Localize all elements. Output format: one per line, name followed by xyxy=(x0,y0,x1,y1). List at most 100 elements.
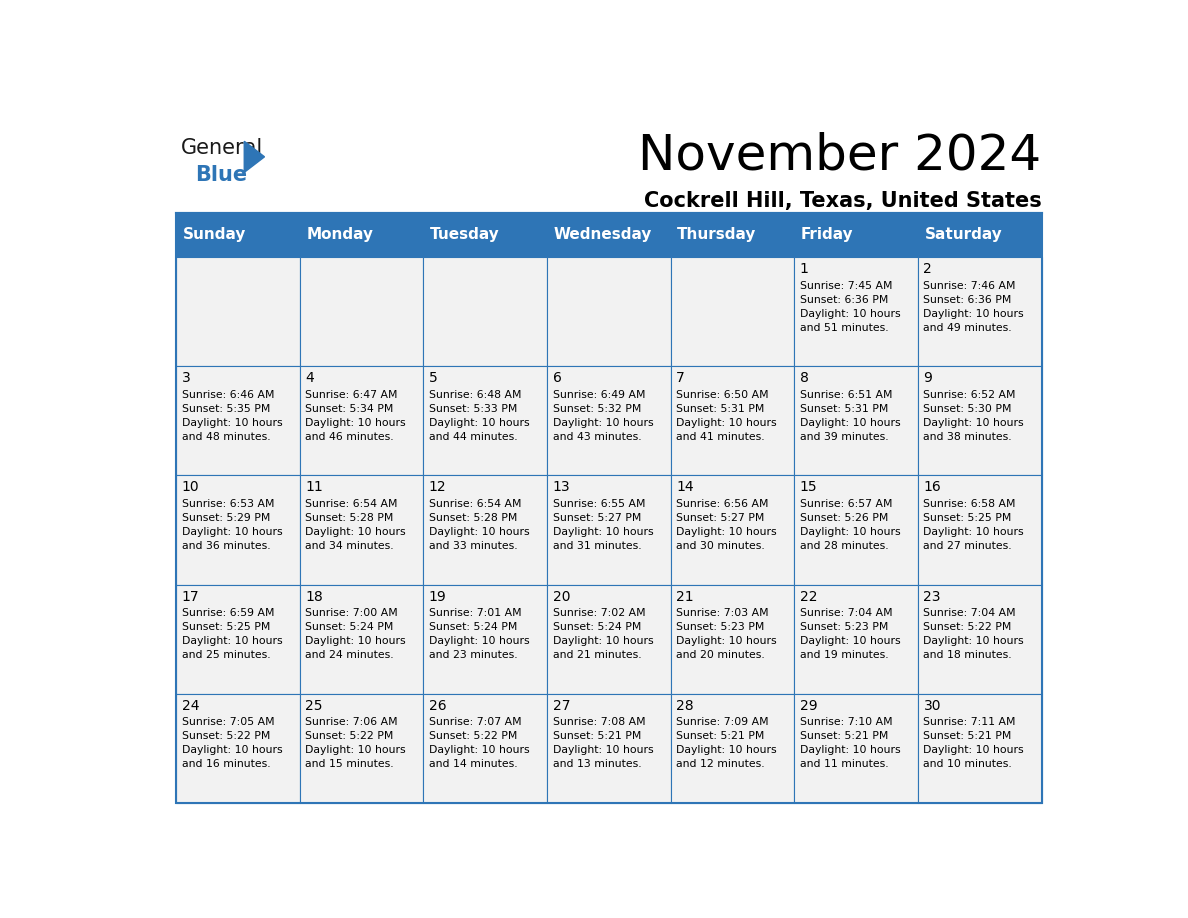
Bar xyxy=(299,366,423,476)
Text: Daylight: 10 hours: Daylight: 10 hours xyxy=(429,745,530,756)
Text: Sunset: 5:23 PM: Sunset: 5:23 PM xyxy=(800,622,889,633)
Text: and 41 minutes.: and 41 minutes. xyxy=(676,432,765,442)
Text: 24: 24 xyxy=(182,699,200,712)
Text: Sunset: 5:24 PM: Sunset: 5:24 PM xyxy=(552,622,642,633)
Text: 17: 17 xyxy=(182,589,200,603)
Text: and 21 minutes.: and 21 minutes. xyxy=(552,650,642,660)
Text: Sunset: 5:30 PM: Sunset: 5:30 PM xyxy=(923,404,1012,414)
Text: Wednesday: Wednesday xyxy=(554,228,652,242)
Text: Sunset: 6:36 PM: Sunset: 6:36 PM xyxy=(923,295,1012,305)
Text: 15: 15 xyxy=(800,480,817,495)
Text: Sunset: 5:27 PM: Sunset: 5:27 PM xyxy=(552,513,642,523)
Text: Sunrise: 7:02 AM: Sunrise: 7:02 AM xyxy=(552,608,645,618)
Text: Sunset: 5:27 PM: Sunset: 5:27 PM xyxy=(676,513,765,523)
Text: Sunset: 5:22 PM: Sunset: 5:22 PM xyxy=(429,732,517,741)
Bar xyxy=(299,694,423,803)
Text: and 28 minutes.: and 28 minutes. xyxy=(800,542,889,551)
Text: Daylight: 10 hours: Daylight: 10 hours xyxy=(923,745,1024,756)
Text: Sunrise: 7:00 AM: Sunrise: 7:00 AM xyxy=(305,608,398,618)
Text: Daylight: 10 hours: Daylight: 10 hours xyxy=(800,527,901,537)
Bar xyxy=(176,213,1042,257)
Text: Sunrise: 7:03 AM: Sunrise: 7:03 AM xyxy=(676,608,769,618)
Text: 28: 28 xyxy=(676,699,694,712)
Text: Sunset: 5:25 PM: Sunset: 5:25 PM xyxy=(923,513,1012,523)
Text: and 39 minutes.: and 39 minutes. xyxy=(800,432,889,442)
Text: and 24 minutes.: and 24 minutes. xyxy=(305,650,394,660)
Text: Daylight: 10 hours: Daylight: 10 hours xyxy=(552,527,653,537)
Text: Sunrise: 6:53 AM: Sunrise: 6:53 AM xyxy=(182,498,274,509)
Text: Daylight: 10 hours: Daylight: 10 hours xyxy=(800,418,901,428)
Bar xyxy=(671,585,795,694)
Text: Sunset: 5:21 PM: Sunset: 5:21 PM xyxy=(800,732,889,741)
Text: 6: 6 xyxy=(552,371,562,386)
Text: Sunset: 5:31 PM: Sunset: 5:31 PM xyxy=(676,404,765,414)
Text: Daylight: 10 hours: Daylight: 10 hours xyxy=(676,745,777,756)
Text: Sunrise: 6:56 AM: Sunrise: 6:56 AM xyxy=(676,498,769,509)
Text: 7: 7 xyxy=(676,371,685,386)
Text: Sunset: 5:22 PM: Sunset: 5:22 PM xyxy=(182,732,270,741)
Text: and 46 minutes.: and 46 minutes. xyxy=(305,432,394,442)
Text: Daylight: 10 hours: Daylight: 10 hours xyxy=(182,745,283,756)
Bar xyxy=(423,585,546,694)
Text: and 34 minutes.: and 34 minutes. xyxy=(305,542,394,551)
Text: and 19 minutes.: and 19 minutes. xyxy=(800,650,889,660)
Text: 16: 16 xyxy=(923,480,941,495)
Bar xyxy=(795,366,918,476)
Text: and 25 minutes.: and 25 minutes. xyxy=(182,650,271,660)
Text: Sunset: 5:22 PM: Sunset: 5:22 PM xyxy=(305,732,393,741)
Text: Sunday: Sunday xyxy=(183,228,246,242)
Bar xyxy=(546,476,671,585)
Text: Sunset: 5:23 PM: Sunset: 5:23 PM xyxy=(676,622,765,633)
Text: and 44 minutes.: and 44 minutes. xyxy=(429,432,518,442)
Text: Sunrise: 7:10 AM: Sunrise: 7:10 AM xyxy=(800,717,892,727)
Text: Daylight: 10 hours: Daylight: 10 hours xyxy=(923,308,1024,319)
Text: Daylight: 10 hours: Daylight: 10 hours xyxy=(676,418,777,428)
Bar xyxy=(176,585,299,694)
Text: Sunset: 5:21 PM: Sunset: 5:21 PM xyxy=(676,732,765,741)
Text: Sunrise: 6:51 AM: Sunrise: 6:51 AM xyxy=(800,389,892,399)
Bar xyxy=(546,694,671,803)
Text: Sunrise: 6:58 AM: Sunrise: 6:58 AM xyxy=(923,498,1016,509)
Text: 3: 3 xyxy=(182,371,190,386)
Text: Sunrise: 6:48 AM: Sunrise: 6:48 AM xyxy=(429,389,522,399)
Text: and 20 minutes.: and 20 minutes. xyxy=(676,650,765,660)
Text: Daylight: 10 hours: Daylight: 10 hours xyxy=(429,418,530,428)
Text: Daylight: 10 hours: Daylight: 10 hours xyxy=(429,527,530,537)
Text: Sunset: 5:32 PM: Sunset: 5:32 PM xyxy=(552,404,642,414)
Text: Daylight: 10 hours: Daylight: 10 hours xyxy=(552,418,653,428)
Text: Sunset: 5:28 PM: Sunset: 5:28 PM xyxy=(305,513,393,523)
Text: Sunset: 5:26 PM: Sunset: 5:26 PM xyxy=(800,513,889,523)
Text: Sunrise: 7:08 AM: Sunrise: 7:08 AM xyxy=(552,717,645,727)
Text: 26: 26 xyxy=(429,699,447,712)
Text: Saturday: Saturday xyxy=(924,228,1003,242)
Text: Sunrise: 7:45 AM: Sunrise: 7:45 AM xyxy=(800,281,892,290)
Bar xyxy=(299,257,423,366)
Bar xyxy=(795,257,918,366)
Text: and 23 minutes.: and 23 minutes. xyxy=(429,650,518,660)
Bar xyxy=(176,213,1042,803)
Text: 19: 19 xyxy=(429,589,447,603)
Text: and 16 minutes.: and 16 minutes. xyxy=(182,759,271,769)
Bar xyxy=(918,476,1042,585)
Text: Daylight: 10 hours: Daylight: 10 hours xyxy=(923,636,1024,646)
Text: 29: 29 xyxy=(800,699,817,712)
Bar xyxy=(546,366,671,476)
Text: Sunrise: 6:52 AM: Sunrise: 6:52 AM xyxy=(923,389,1016,399)
Bar xyxy=(671,694,795,803)
Text: Daylight: 10 hours: Daylight: 10 hours xyxy=(305,527,406,537)
Text: and 48 minutes.: and 48 minutes. xyxy=(182,432,271,442)
Text: and 51 minutes.: and 51 minutes. xyxy=(800,323,889,333)
Text: Sunset: 5:29 PM: Sunset: 5:29 PM xyxy=(182,513,270,523)
Text: Sunrise: 7:11 AM: Sunrise: 7:11 AM xyxy=(923,717,1016,727)
Text: Monday: Monday xyxy=(307,228,373,242)
Text: Sunset: 5:21 PM: Sunset: 5:21 PM xyxy=(552,732,642,741)
Text: Sunset: 5:34 PM: Sunset: 5:34 PM xyxy=(305,404,393,414)
Text: General: General xyxy=(181,139,263,159)
Text: November 2024: November 2024 xyxy=(638,131,1042,179)
Text: 27: 27 xyxy=(552,699,570,712)
Text: 11: 11 xyxy=(305,480,323,495)
Text: Sunrise: 7:07 AM: Sunrise: 7:07 AM xyxy=(429,717,522,727)
Text: 14: 14 xyxy=(676,480,694,495)
Text: and 13 minutes.: and 13 minutes. xyxy=(552,759,642,769)
Text: Daylight: 10 hours: Daylight: 10 hours xyxy=(305,418,406,428)
